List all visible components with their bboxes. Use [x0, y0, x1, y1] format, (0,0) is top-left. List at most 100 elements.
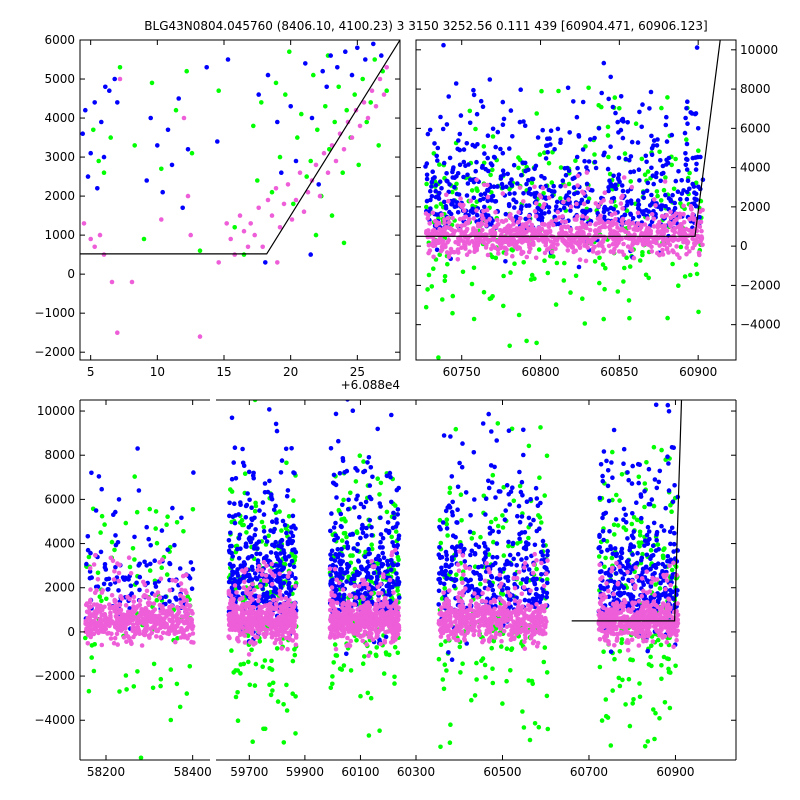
data-point-green — [424, 204, 429, 210]
data-point-green — [605, 124, 611, 130]
data-point-pink — [606, 243, 612, 249]
data-point-blue — [261, 512, 267, 517]
data-point-blue — [651, 181, 656, 187]
data-point-green — [313, 232, 319, 238]
data-point-green — [562, 260, 567, 266]
data-point-green — [245, 633, 251, 638]
data-point-pink — [84, 609, 90, 615]
data-point-blue — [165, 127, 171, 133]
data-point-pink — [157, 560, 162, 565]
data-point-blue — [676, 169, 681, 174]
data-point-pink — [500, 228, 505, 234]
data-point-blue — [271, 507, 277, 512]
data-point-pink — [88, 236, 93, 242]
data-point-blue — [645, 180, 651, 186]
data-point-blue — [85, 534, 91, 539]
data-point-blue — [519, 204, 524, 209]
data-point-blue — [336, 438, 341, 444]
data-point-blue — [670, 192, 675, 198]
data-point-pink — [599, 224, 605, 230]
data-point-blue — [649, 165, 654, 171]
data-point-pink — [179, 614, 184, 619]
data-point-blue — [522, 123, 528, 128]
data-point-blue — [628, 198, 634, 203]
data-point-green — [682, 274, 688, 279]
data-point-blue — [346, 497, 351, 503]
data-point-pink — [108, 610, 113, 616]
data-point-pink — [684, 245, 689, 250]
data-point-blue — [485, 187, 490, 193]
data-point-pink — [102, 616, 108, 621]
data-point-blue — [641, 195, 646, 201]
data-point-blue — [92, 100, 97, 105]
data-point-blue — [238, 546, 243, 551]
data-point-blue — [684, 167, 690, 172]
data-point-blue — [479, 165, 485, 170]
data-point-pink — [426, 250, 431, 256]
data-point-blue — [242, 561, 248, 567]
data-point-green — [239, 517, 245, 523]
data-point-pink — [325, 170, 331, 175]
data-point-pink — [485, 252, 491, 258]
data-point-green — [251, 123, 256, 129]
data-point-pink — [520, 237, 525, 243]
data-point-green — [173, 107, 179, 113]
data-point-blue — [292, 547, 297, 552]
data-point-pink — [534, 201, 539, 206]
data-point-pink — [660, 247, 665, 253]
data-point-blue — [692, 190, 697, 195]
data-point-blue — [528, 192, 534, 197]
data-point-green — [330, 674, 335, 679]
data-point-blue — [366, 546, 372, 552]
data-point-pink — [446, 254, 452, 259]
data-point-green — [655, 193, 660, 199]
data-point-pink — [146, 602, 152, 608]
data-point-blue — [379, 563, 385, 569]
data-point-blue — [226, 579, 232, 585]
data-point-green — [627, 315, 632, 321]
data-point-blue — [238, 563, 244, 568]
data-point-pink — [668, 222, 674, 227]
data-point-pink — [673, 236, 679, 242]
data-point-pink — [568, 204, 574, 210]
data-point-blue — [554, 204, 559, 209]
data-point-pink — [109, 279, 115, 285]
top-right-chart: 60750 60800 60850 60900−4000−20000200040006… — [415, 39, 781, 379]
data-point-blue — [508, 108, 514, 113]
data-point-pink — [126, 555, 132, 560]
data-point-pink — [657, 252, 662, 258]
data-point-green — [431, 266, 436, 272]
data-point-pink — [608, 221, 614, 227]
data-point-blue — [503, 259, 508, 264]
data-point-green — [259, 519, 265, 525]
data-point-green — [232, 225, 237, 230]
data-point-blue — [230, 514, 236, 520]
data-point-pink — [575, 173, 581, 179]
data-point-blue — [395, 512, 401, 517]
data-point-green — [566, 181, 572, 187]
data-point-pink — [260, 621, 265, 627]
data-point-blue — [641, 190, 646, 195]
data-point-pink — [521, 229, 526, 234]
data-point-blue — [437, 179, 443, 184]
data-point-pink — [180, 630, 186, 636]
data-point-blue — [440, 126, 446, 132]
data-point-blue — [490, 126, 496, 132]
data-point-pink — [579, 220, 585, 225]
data-point-pink — [696, 250, 702, 255]
data-point-green — [639, 156, 645, 162]
data-point-pink — [526, 249, 532, 255]
data-point-blue — [146, 536, 151, 542]
data-point-pink — [327, 598, 333, 603]
data-point-blue — [529, 176, 535, 182]
data-point-pink — [455, 223, 460, 229]
data-point-blue — [281, 573, 287, 579]
data-point-blue — [394, 571, 399, 576]
data-point-blue — [517, 119, 523, 125]
data-point-pink — [383, 630, 388, 635]
data-point-blue — [668, 197, 673, 203]
data-point-pink — [232, 627, 238, 632]
data-point-green — [645, 169, 651, 174]
data-point-green — [592, 152, 597, 157]
data-point-blue — [536, 206, 541, 212]
